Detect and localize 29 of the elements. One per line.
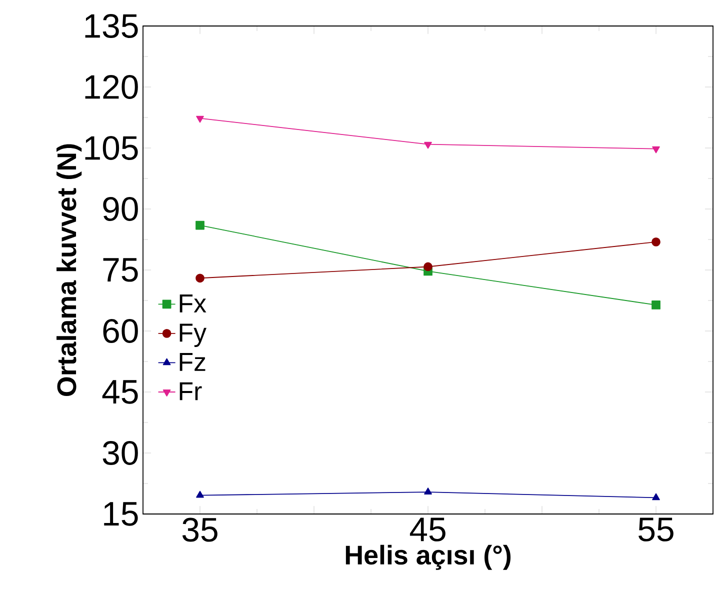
legend-label: Fy — [180, 324, 206, 347]
legend-label: Fr — [180, 382, 202, 400]
point — [424, 142, 432, 149]
point — [196, 274, 204, 283]
point — [424, 488, 432, 494]
legend-label: Fz — [180, 353, 206, 371]
y-tick-label: 15 — [104, 502, 138, 526]
point — [196, 220, 204, 230]
y-tick-label: 135 — [85, 14, 138, 38]
point — [424, 262, 432, 272]
y-tick-label: 75 — [103, 258, 138, 282]
point — [652, 300, 660, 310]
y-tick-label: 30 — [102, 441, 138, 465]
point — [652, 238, 660, 246]
point — [652, 493, 660, 500]
x-axis-title: Helis açısı (°) — [346, 544, 511, 570]
y-tick-label: 60 — [103, 319, 138, 343]
y-tick-label: 120 — [85, 75, 138, 99]
point — [652, 146, 660, 154]
legend-label: Fx — [180, 294, 206, 312]
point — [196, 116, 204, 123]
x-tick-label: 55 — [638, 518, 674, 542]
y-axis-title: Ortalama kuvvet (N) — [56, 144, 82, 396]
y-tick-label: 90 — [103, 197, 138, 221]
y-tick-label: 45 — [102, 380, 138, 404]
x-tick-label: 35 — [182, 518, 218, 542]
x-tick-label: 45 — [410, 518, 446, 542]
point — [196, 490, 204, 498]
y-tick-label: 105 — [85, 136, 138, 160]
